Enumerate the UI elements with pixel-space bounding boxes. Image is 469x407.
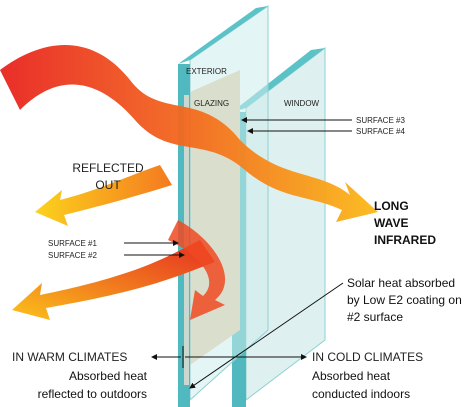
exterior-pane-top <box>178 6 268 64</box>
exterior-pane <box>189 5 269 402</box>
infrared-label: INFRARED <box>374 233 436 247</box>
solar-heat-label: Solar heat absorbed <box>347 276 455 290</box>
reflected-ray <box>35 165 172 226</box>
cold-title: IN COLD CLIMATES <box>312 350 423 364</box>
surface-label: SURFACE #3 <box>356 116 405 125</box>
surface-label: SURFACE #2 <box>48 251 97 260</box>
glazing-label: GLAZING <box>194 99 229 108</box>
pointer <box>189 282 344 389</box>
warm-text: Absorbed heat <box>69 369 148 383</box>
cold-text: conducted indoors <box>312 387 410 401</box>
warm-text: reflected to outdoors <box>38 387 147 401</box>
cold-text: Absorbed heat <box>312 369 391 383</box>
reflected-label: OUT <box>95 178 121 192</box>
cold-climate-ray <box>168 220 226 320</box>
surface-label: SURFACE #4 <box>356 127 405 136</box>
warm-climate-ray <box>12 240 215 320</box>
solar-heat-label: #2 surface <box>347 310 403 324</box>
incoming-heat-ray <box>0 45 378 222</box>
exterior-label: EXTERIOR <box>186 67 227 76</box>
surface-label: SURFACE #1 <box>48 239 97 248</box>
window-label: WINDOW <box>284 99 320 108</box>
reflected-label: REFLECTED <box>72 161 144 175</box>
infrared-label: LONG <box>374 199 409 213</box>
solar-heat-label: by Low E2 coating on <box>347 293 462 307</box>
warm-title: IN WARM CLIMATES <box>12 350 127 364</box>
infrared-label: WAVE <box>374 216 408 230</box>
